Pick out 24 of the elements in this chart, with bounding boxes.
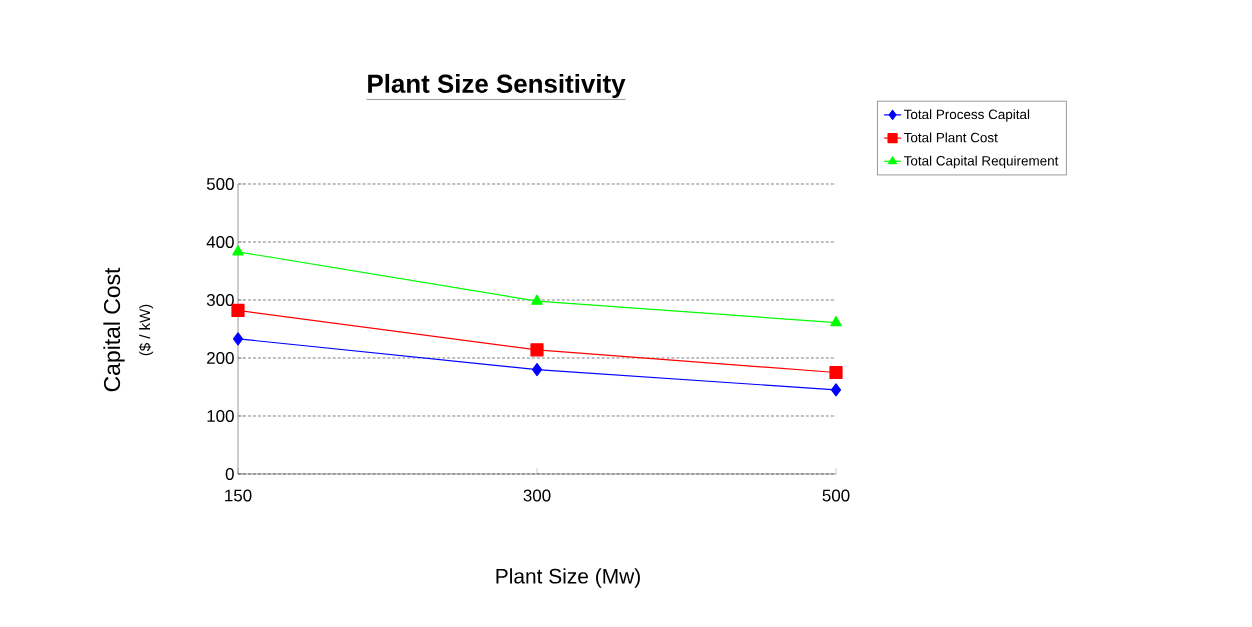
x-tick-label: 150: [225, 489, 252, 502]
point: [531, 294, 543, 305]
y-tick-label: 0: [225, 467, 234, 480]
y-tick-label: 500: [206, 177, 234, 190]
x-axis-title: Plant Size (Mw): [496, 568, 640, 588]
point: [531, 362, 543, 377]
y-tick-label: 200: [207, 351, 234, 364]
chart-title: Plant Size Sensitivity: [368, 73, 626, 99]
legend-label: Total Capital Requirement: [903, 155, 1059, 169]
point: [829, 365, 843, 380]
legend-label: Total Process Capital: [903, 109, 1030, 122]
legend-label: Total Plant Cost: [903, 132, 998, 143]
point: [530, 343, 544, 357]
x-tick-label: 500: [822, 489, 850, 502]
y-tick-label: 400: [206, 235, 234, 248]
y-tick-label: 100: [207, 409, 234, 422]
point: [830, 316, 842, 327]
text: ($ / kW): [138, 304, 154, 356]
point: [232, 245, 244, 256]
point: [232, 332, 244, 346]
x-tick-label: 300: [523, 489, 551, 502]
y-tick-label: 300: [206, 293, 234, 306]
y-axis-title: Capital Cost: [103, 267, 125, 392]
point: [830, 383, 842, 397]
